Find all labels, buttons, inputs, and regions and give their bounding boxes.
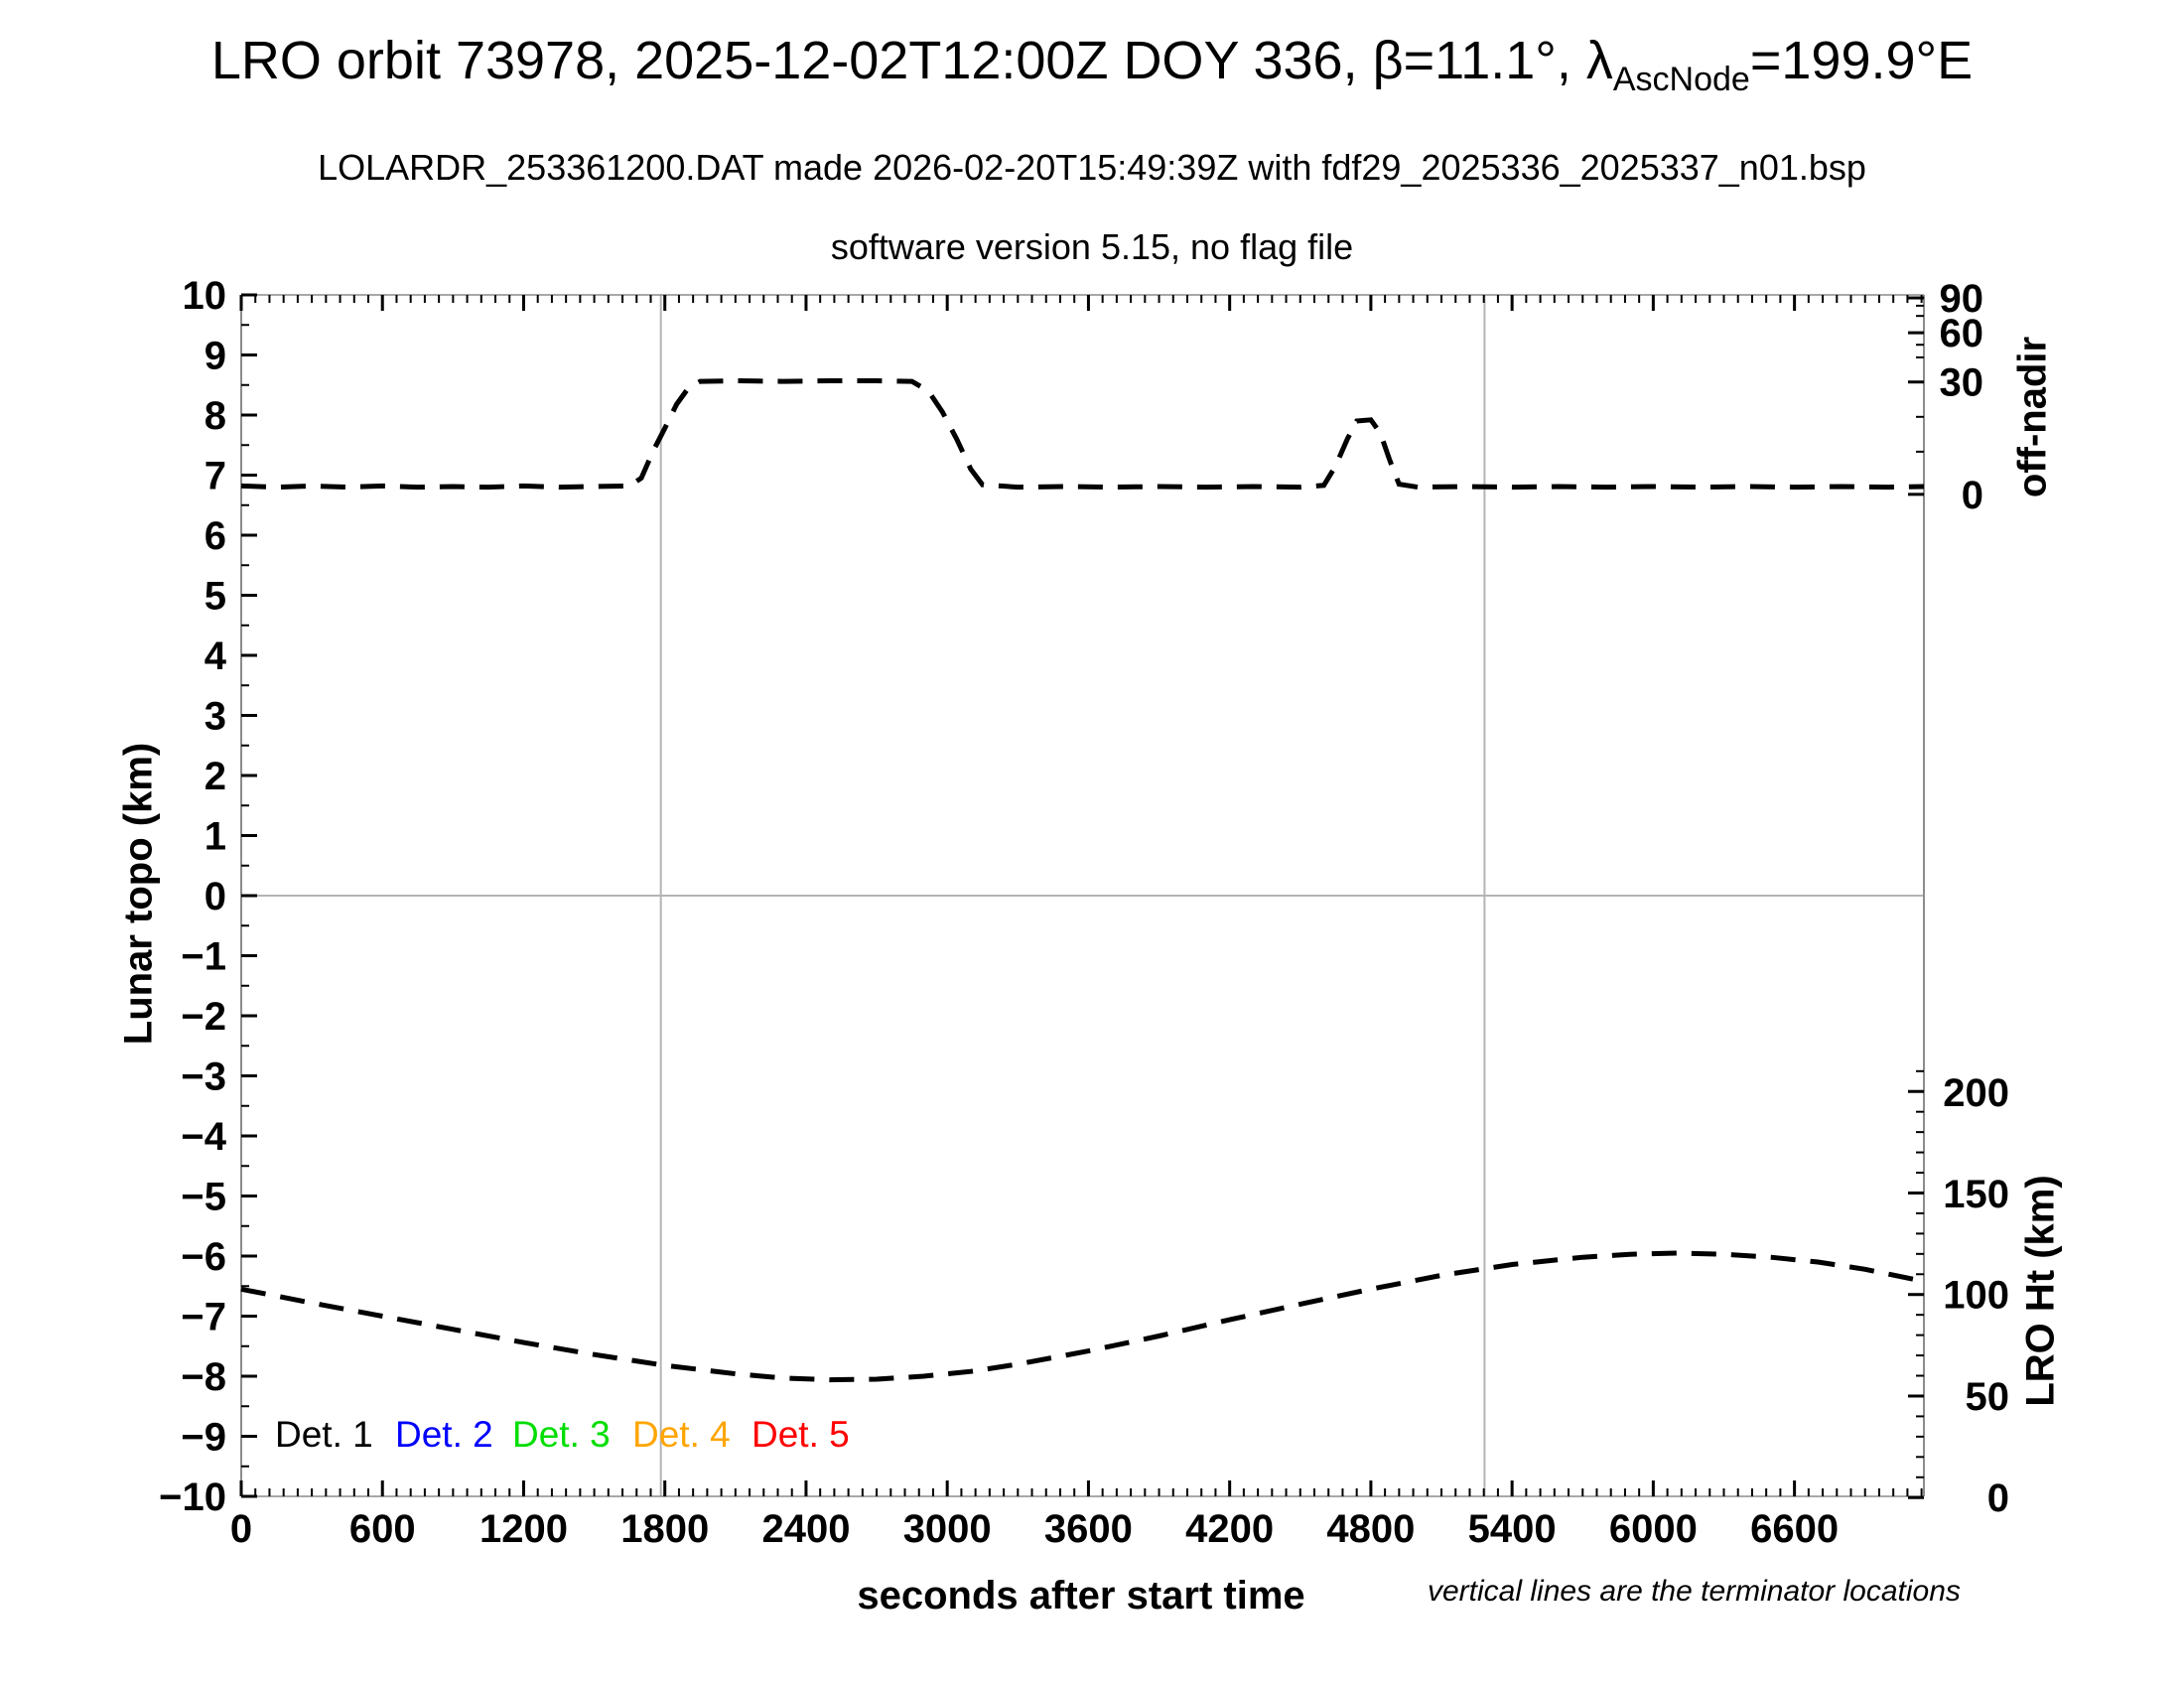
x-tick-label: 6000 [1609, 1507, 1698, 1551]
detector-legend: Det. 1 Det. 2 Det. 3 Det. 4 Det. 5 [0, 1414, 2184, 1464]
y-axis-title-off-nadir: off-nadir [2010, 336, 2055, 498]
left-tick-label: 10 [183, 274, 227, 318]
x-tick-label: 4800 [1326, 1507, 1415, 1551]
y-axis-title-lunar-topo: Lunar topo (km) [116, 742, 161, 1046]
y-axis-title-lro-ht: LRO Ht (km) [2018, 1175, 2063, 1407]
x-tick-label: 0 [230, 1507, 252, 1551]
x-tick-label: 5400 [1468, 1507, 1557, 1551]
x-tick-label: 3600 [1044, 1507, 1133, 1551]
offnadir-tick-label: 90 [1940, 277, 1984, 321]
left-tick-label: −9 [181, 1416, 226, 1460]
offnadir-tick-label: 60 [1940, 312, 1984, 355]
x-axis-title: seconds after start time [857, 1574, 1305, 1618]
terminator-note: vertical lines are the terminator locati… [1428, 1575, 1961, 1608]
plot-title-prefix: LRO orbit 73978, 2025-12-02T12:00Z DOY 3… [210, 31, 1613, 90]
left-tick-label: 8 [205, 394, 226, 438]
legend-item-det-4: Det. 4 [632, 1414, 731, 1455]
x-tick-label: 1200 [479, 1507, 568, 1551]
x-tick-label: 4200 [1185, 1507, 1274, 1551]
legend-item-det-1: Det. 1 [275, 1414, 373, 1455]
left-tick-label: −1 [181, 935, 226, 979]
left-tick-label: −7 [181, 1296, 226, 1339]
offnadir-tick-label: 0 [1962, 474, 1983, 517]
ht-tick-label: 100 [1943, 1274, 2009, 1318]
legend-item-det-3: Det. 3 [512, 1414, 611, 1455]
plot-title: LRO orbit 73978, 2025-12-02T12:00Z DOY 3… [0, 30, 2184, 98]
x-tick-label: 6600 [1750, 1507, 1839, 1551]
legend-item-det-2: Det. 2 [395, 1414, 493, 1455]
plot-version-line: software version 5.15, no flag file [830, 226, 1354, 267]
offnadir-tick-label: 30 [1940, 361, 1984, 405]
left-tick-label: −5 [181, 1176, 226, 1219]
ht-tick-label: 50 [1966, 1375, 2010, 1419]
left-tick-label: 6 [205, 514, 226, 558]
left-tick-label: −8 [181, 1355, 226, 1399]
plot-title-suffix: =199.9°E [1749, 31, 1974, 90]
series-lro-height [240, 1250, 1925, 1383]
x-tick-label: 600 [349, 1507, 416, 1551]
ht-tick-label: 0 [1987, 1477, 2009, 1520]
left-tick-label: −4 [181, 1115, 226, 1159]
legend-item-det-5: Det. 5 [751, 1414, 850, 1455]
ht-tick-label: 150 [1943, 1173, 2009, 1216]
series-off-nadir [240, 377, 1925, 491]
left-tick-label: 9 [205, 335, 226, 378]
left-tick-label: 1 [205, 815, 226, 859]
plot-title-subscript: AscNode [1612, 61, 1750, 98]
left-tick-label: −6 [181, 1235, 226, 1279]
x-tick-label: 2400 [761, 1507, 850, 1551]
left-tick-label: −3 [181, 1055, 226, 1099]
left-tick-label: −10 [159, 1476, 226, 1519]
left-tick-label: 3 [205, 695, 226, 739]
left-tick-label: 0 [205, 875, 226, 918]
left-tick-label: 2 [205, 755, 226, 798]
ht-tick-label: 200 [1943, 1071, 2009, 1115]
plot-subtitle: LOLARDR_253361200.DAT made 2026-02-20T15… [318, 147, 1866, 188]
left-tick-label: 7 [205, 455, 226, 498]
x-tick-label: 3000 [903, 1507, 992, 1551]
left-tick-label: −2 [181, 995, 226, 1039]
left-tick-label: 5 [205, 575, 226, 619]
x-tick-label: 1800 [620, 1507, 709, 1551]
left-tick-label: 4 [205, 634, 227, 678]
